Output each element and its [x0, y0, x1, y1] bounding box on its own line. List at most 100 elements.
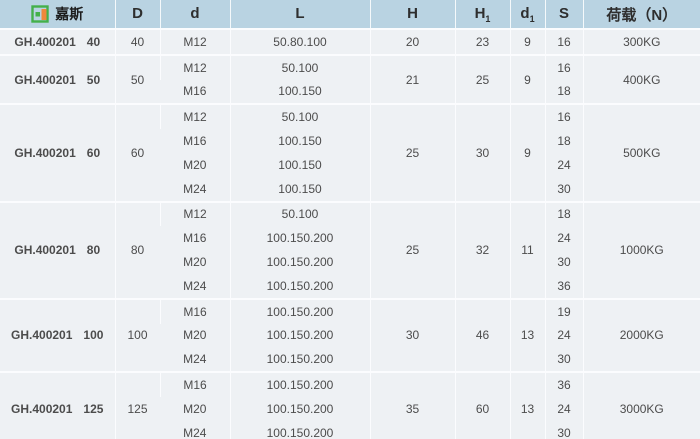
load-cell: 500KG — [582, 103, 700, 202]
d1-cell: 9 — [509, 103, 545, 202]
load-cell: 400KG — [582, 53, 700, 105]
d-cell: M24 — [160, 347, 230, 373]
L-cell: 50.100 — [229, 53, 370, 80]
table-row: GH.400201 60 60 M12 50.100 25 30 9 16 500… — [0, 103, 700, 202]
d-cell: M16 — [159, 297, 230, 324]
d1-cell: 9 — [509, 53, 545, 105]
table-row: M16 100.150.200 24 — [0, 226, 700, 251]
model-cell: GH.400201 40 — [0, 28, 115, 55]
L-cell: 100.150.200 — [229, 347, 370, 373]
header-col-load: 荷载（N） — [582, 0, 700, 29]
L-cell: 100.150.200 — [229, 273, 370, 299]
d-cell: M12 — [159, 200, 230, 227]
table-row: GH.400201 50 50 M12 50.100 21 25 9 16 400… — [0, 53, 700, 105]
table-row: M24 100.150.200 30 — [0, 347, 700, 373]
S-cell: 16 — [544, 53, 583, 80]
load-cell: 300KG — [582, 28, 700, 55]
S-cell: 18 — [544, 200, 583, 227]
header-col-L: L — [229, 0, 370, 29]
table-row: M16 100.150 18 — [0, 79, 700, 105]
d1-cell: 9 — [509, 28, 545, 55]
d-cell: M24 — [160, 176, 230, 202]
model-cell: GH.400201 50 — [0, 53, 115, 105]
header-col-d1: d1 — [509, 0, 545, 29]
model-cell: GH.400201 80 — [0, 200, 115, 299]
brand-logo-icon — [31, 5, 49, 23]
d-cell: M20 — [160, 152, 230, 177]
d-cell: M16 — [160, 129, 230, 153]
S-cell: 36 — [544, 273, 583, 299]
brand-name: 嘉斯 — [55, 6, 84, 22]
L-cell: 50.80.100 — [229, 28, 370, 55]
S-cell: 30 — [544, 347, 583, 373]
group-100: GH.400201 100 100 M16 100.150.200 30 46 1… — [0, 297, 700, 373]
d1-cell: 13 — [509, 297, 545, 373]
d-cell: M12 — [159, 103, 230, 130]
d-cell: M24 — [160, 420, 230, 439]
L-cell: 50.100 — [229, 103, 370, 130]
group-80: GH.400201 80 80 M12 50.100 25 32 11 18 10… — [0, 200, 700, 299]
table-row: GH.400201 125 125 M16 100.150.200 35 60 1… — [0, 371, 700, 439]
header-col-H1: H1 — [454, 0, 510, 29]
L-cell: 100.150.200 — [229, 420, 370, 439]
header-col-d: d — [159, 0, 230, 29]
H1-cell: 60 — [454, 371, 510, 439]
L-cell: 100.150 — [229, 176, 370, 202]
d-cell: M20 — [160, 250, 230, 274]
L-cell: 100.150 — [229, 152, 370, 177]
d1-cell: 11 — [509, 200, 545, 299]
S-cell: 16 — [544, 103, 583, 130]
table-row: M20 100.150.200 30 — [0, 250, 700, 274]
H1-cell: 32 — [454, 200, 510, 299]
D-cell: 125 — [114, 371, 160, 439]
group-40: GH.400201 40 40 M12 50.80.100 20 23 9 16 … — [0, 28, 700, 55]
H1-cell: 30 — [454, 103, 510, 202]
D-cell: 40 — [114, 28, 160, 55]
d-cell: M20 — [160, 323, 230, 348]
model-cell: GH.400201 125 — [0, 371, 115, 439]
H-cell: 25 — [369, 200, 455, 299]
d-cell: M20 — [160, 396, 230, 421]
D-cell: 60 — [114, 103, 160, 202]
L-cell: 100.150.200 — [229, 371, 370, 397]
table-row: M24 100.150.200 30 — [0, 420, 700, 439]
S-cell: 19 — [544, 297, 583, 324]
L-cell: 100.150.200 — [229, 297, 370, 324]
table-row: M24 100.150 30 — [0, 176, 700, 202]
load-cell: 1000KG — [582, 200, 700, 299]
H1-cell: 46 — [454, 297, 510, 373]
brand-header-cell: 嘉斯 — [0, 0, 115, 29]
H1-cell: 23 — [454, 28, 510, 55]
L-cell: 50.100 — [229, 200, 370, 227]
D-cell: 100 — [114, 297, 160, 373]
H-cell: 30 — [369, 297, 455, 373]
table-row: M20 100.150.200 24 — [0, 396, 700, 421]
S-cell: 30 — [544, 420, 583, 439]
L-cell: 100.150.200 — [229, 323, 370, 348]
D-cell: 50 — [114, 53, 160, 105]
L-cell: 100.150 — [229, 129, 370, 153]
d-cell: M24 — [160, 273, 230, 299]
H-cell: 21 — [369, 53, 455, 105]
S-cell: 18 — [544, 79, 583, 105]
L-cell: 100.150.200 — [229, 250, 370, 274]
H1-cell: 25 — [454, 53, 510, 105]
H-cell: 25 — [369, 103, 455, 202]
d-cell: M12 — [159, 28, 230, 55]
header-col-D: D — [114, 0, 160, 29]
S-cell: 30 — [544, 176, 583, 202]
L-cell: 100.150.200 — [229, 396, 370, 421]
S-cell: 24 — [544, 396, 583, 421]
table-row: M20 100.150 24 — [0, 152, 700, 177]
d-cell: M16 — [160, 226, 230, 251]
d1-cell: 13 — [509, 371, 545, 439]
load-cell: 3000KG — [582, 371, 700, 439]
table-row: M20 100.150.200 24 — [0, 323, 700, 348]
load-cell: 2000KG — [582, 297, 700, 373]
header-col-H: H — [369, 0, 455, 29]
header-row: 嘉斯 D d L H H1 d1 S 荷载（N） — [0, 0, 700, 29]
table-row: GH.400201 80 80 M12 50.100 25 32 11 18 10… — [0, 200, 700, 299]
H-cell: 20 — [369, 28, 455, 55]
